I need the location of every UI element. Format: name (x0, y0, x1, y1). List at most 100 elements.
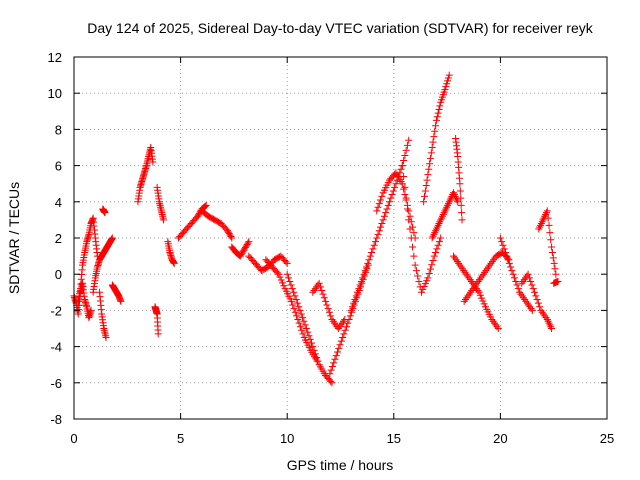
data-point (461, 296, 469, 304)
data-point (293, 299, 301, 307)
data-point (457, 201, 465, 209)
data-point (328, 379, 336, 387)
data-point (425, 165, 433, 173)
data-point (477, 274, 485, 282)
data-point (406, 212, 414, 220)
data-point (291, 308, 299, 316)
data-point (380, 212, 388, 220)
data-point (300, 317, 308, 325)
data-point (518, 279, 526, 287)
y-tick-label: -2 (50, 303, 62, 318)
data-point (340, 330, 348, 338)
data-point (354, 288, 362, 296)
data-point (426, 154, 434, 162)
data-point (379, 216, 387, 224)
data-point (457, 263, 465, 271)
data-point (286, 277, 294, 285)
data-point (405, 207, 413, 215)
data-point (546, 321, 554, 329)
data-point (541, 312, 549, 320)
data-point (377, 196, 385, 204)
data-point (464, 272, 472, 280)
data-point (331, 355, 339, 363)
data-point (351, 296, 359, 304)
data-point (455, 259, 463, 267)
data-point (402, 146, 410, 154)
y-tick-label: 2 (55, 231, 62, 246)
data-point (522, 297, 530, 305)
data-point (238, 249, 246, 257)
data-point (407, 234, 415, 242)
data-point (334, 325, 342, 332)
data-point (406, 225, 414, 233)
data-point (160, 216, 168, 224)
data-point (432, 227, 440, 235)
data-point (356, 281, 364, 289)
data-point (492, 321, 500, 329)
data-point (452, 256, 460, 264)
data-point (543, 315, 551, 323)
data-point (243, 241, 251, 249)
data-point (373, 234, 381, 242)
data-point (328, 363, 336, 371)
data-point (527, 277, 535, 285)
data-point (466, 276, 474, 284)
data-point (426, 265, 434, 273)
data-point (442, 205, 450, 213)
data-point (401, 191, 409, 199)
data-point (284, 274, 292, 282)
data-point (482, 267, 490, 275)
data-point (242, 242, 250, 250)
data-point (505, 259, 513, 267)
data-point (418, 288, 426, 296)
data-point (519, 277, 527, 285)
data-point (414, 272, 422, 280)
data-point (320, 294, 328, 302)
data-point (283, 270, 291, 278)
data-point (552, 270, 560, 278)
data-point (443, 80, 451, 88)
x-tick-label: 15 (387, 431, 401, 446)
data-point (327, 377, 335, 385)
data-point (454, 198, 462, 206)
data-point (329, 317, 337, 325)
y-tick-label: 10 (48, 86, 62, 101)
data-point (516, 288, 524, 296)
x-tick-label: 25 (600, 431, 614, 446)
plot-frame (73, 56, 608, 420)
data-point (389, 187, 397, 195)
data-point (313, 353, 321, 361)
data-point (377, 223, 385, 231)
data-point (508, 267, 516, 275)
data-point (523, 299, 531, 307)
data-point (292, 296, 300, 304)
data-point (537, 306, 545, 314)
data-point (363, 263, 371, 271)
data-point (433, 245, 441, 253)
data-point (453, 196, 461, 204)
data-point (412, 267, 420, 275)
data-point (326, 370, 334, 378)
data-point (87, 306, 95, 314)
data-point (348, 303, 356, 311)
data-point (378, 220, 386, 228)
data-point (429, 256, 437, 264)
data-point (444, 77, 452, 85)
data-point (297, 310, 305, 318)
data-point (423, 176, 431, 184)
data-point (370, 241, 378, 249)
data-point (311, 285, 319, 293)
y-tick-labels: -8 -6 -4 -2 0 2 4 6 8 10 12 (48, 50, 62, 427)
data-point (542, 209, 550, 217)
data-point (347, 306, 355, 314)
data-point (541, 212, 549, 220)
data-point (478, 272, 486, 280)
data-point (509, 270, 517, 278)
data-point (387, 194, 395, 202)
x-tick-label: 10 (280, 431, 294, 446)
data-point (451, 254, 459, 262)
data-point (327, 312, 335, 320)
data-point (290, 305, 298, 313)
x-tick-label: 5 (177, 431, 184, 446)
data-point (465, 274, 473, 282)
